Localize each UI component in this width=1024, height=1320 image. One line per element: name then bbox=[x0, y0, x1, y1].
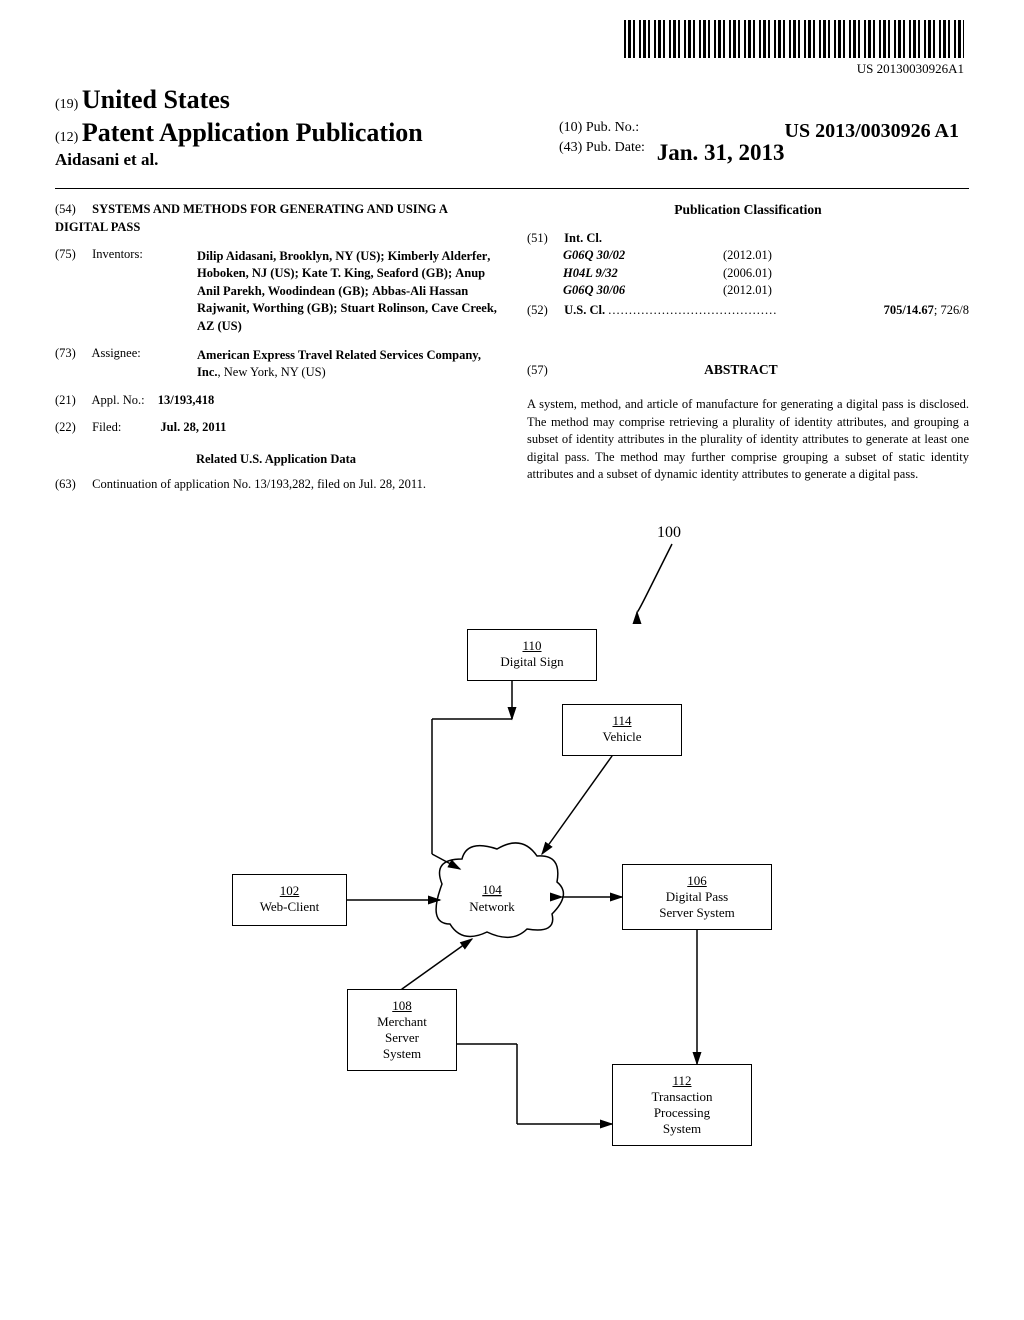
figure-box-num: 108 bbox=[354, 998, 450, 1014]
figure-box-label: MerchantServerSystem bbox=[377, 1014, 427, 1061]
s21-num: (21) bbox=[55, 392, 89, 410]
s54-num: (54) bbox=[55, 201, 89, 219]
figure-box-label: TransactionProcessingSystem bbox=[652, 1089, 713, 1136]
barcode-graphic bbox=[624, 20, 964, 58]
pub-date-label: Pub. Date: bbox=[586, 140, 645, 155]
appl-no: 13/193,418 bbox=[158, 393, 215, 407]
intcl-row: H04L 9/32(2006.01) bbox=[563, 265, 969, 283]
s75-label: Inventors: bbox=[92, 247, 143, 261]
figure-box-106: 106Digital PassServer System bbox=[622, 864, 772, 930]
figure-box-num: 114 bbox=[569, 713, 675, 729]
pub-no: US 2013/0030926 A1 bbox=[785, 120, 959, 143]
s51-label: Int. Cl. bbox=[564, 231, 602, 245]
related-heading: Related U.S. Application Data bbox=[55, 451, 497, 469]
prefix-10: (10) bbox=[559, 120, 582, 135]
publication-type: Patent Application Publication bbox=[82, 118, 423, 147]
intcl-code: H04L 9/32 bbox=[563, 265, 723, 283]
left-column: (54) SYSTEMS AND METHODS FOR GENERATING … bbox=[55, 201, 497, 494]
s52-label: U.S. Cl. bbox=[564, 303, 605, 317]
figure-box-label: Digital PassServer System bbox=[659, 889, 734, 920]
figure-box-108: 108MerchantServerSystem bbox=[347, 989, 457, 1071]
s63-text: Continuation of application No. 13/193,2… bbox=[92, 477, 426, 491]
s75-num: (75) bbox=[55, 246, 89, 264]
divider bbox=[55, 188, 969, 189]
uscl-values: 705/14.67; 726/8 bbox=[884, 302, 969, 320]
right-column: Publication Classification (51) Int. Cl.… bbox=[527, 201, 969, 494]
cloud-label: Network bbox=[469, 899, 515, 914]
country: United States bbox=[82, 85, 230, 114]
figure-box-102: 102Web-Client bbox=[232, 874, 347, 926]
pub-date: Jan. 31, 2013 bbox=[657, 140, 785, 166]
figure-box-num: 102 bbox=[239, 883, 340, 899]
class-heading: Publication Classification bbox=[527, 201, 969, 220]
barcode-text: US 20130030926A1 bbox=[624, 61, 964, 77]
abstract-heading: ABSTRACT bbox=[564, 361, 918, 380]
cloud-num: 104 bbox=[482, 882, 502, 897]
figure-box-110: 110Digital Sign bbox=[467, 629, 597, 681]
inventors-text: Dilip Aidasani, Brooklyn, NY (US); Kimbe… bbox=[197, 249, 497, 333]
s73-num: (73) bbox=[55, 345, 89, 363]
right-header: (10) Pub. No.: US 2013/0030926 A1 (43) P… bbox=[559, 120, 959, 166]
intcl-year: (2012.01) bbox=[723, 247, 772, 265]
prefix-43: (43) bbox=[559, 140, 582, 155]
figure-area: 100 104 Network 110Digital Sign bbox=[192, 524, 832, 1184]
s57-num: (57) bbox=[527, 362, 561, 380]
intcl-row: G06Q 30/02(2012.01) bbox=[563, 247, 969, 265]
abstract-text: A system, method, and article of manufac… bbox=[527, 396, 969, 484]
figure-box-num: 112 bbox=[619, 1073, 745, 1089]
intcl-row: G06Q 30/06(2012.01) bbox=[563, 282, 969, 300]
prefix-19: (19) bbox=[55, 97, 78, 112]
pub-no-label: Pub. No.: bbox=[586, 120, 639, 135]
dots-filler bbox=[608, 303, 777, 317]
s21-label: Appl. No.: bbox=[91, 393, 144, 407]
s51-num: (51) bbox=[527, 230, 561, 248]
figure-box-112: 112TransactionProcessingSystem bbox=[612, 1064, 752, 1146]
s54-title: SYSTEMS AND METHODS FOR GENERATING AND U… bbox=[55, 202, 447, 234]
intcl-code: G06Q 30/06 bbox=[563, 282, 723, 300]
intcl-code: G06Q 30/02 bbox=[563, 247, 723, 265]
assignee-text: American Express Travel Related Services… bbox=[197, 348, 481, 380]
s22-num: (22) bbox=[55, 419, 89, 437]
figure-box-114: 114Vehicle bbox=[562, 704, 682, 756]
intcl-year: (2012.01) bbox=[723, 282, 772, 300]
s22-label: Filed: bbox=[92, 420, 121, 434]
figure-box-label: Web-Client bbox=[260, 899, 320, 914]
s73-label: Assignee: bbox=[91, 346, 140, 360]
figure-box-label: Vehicle bbox=[603, 729, 642, 744]
figure-box-label: Digital Sign bbox=[500, 654, 563, 669]
intcl-year: (2006.01) bbox=[723, 265, 772, 283]
prefix-12: (12) bbox=[55, 130, 78, 145]
s52-num: (52) bbox=[527, 302, 561, 320]
filed-date: Jul. 28, 2011 bbox=[160, 420, 226, 434]
figure-box-num: 106 bbox=[629, 873, 765, 889]
s63-num: (63) bbox=[55, 476, 89, 494]
figure-box-num: 110 bbox=[474, 638, 590, 654]
